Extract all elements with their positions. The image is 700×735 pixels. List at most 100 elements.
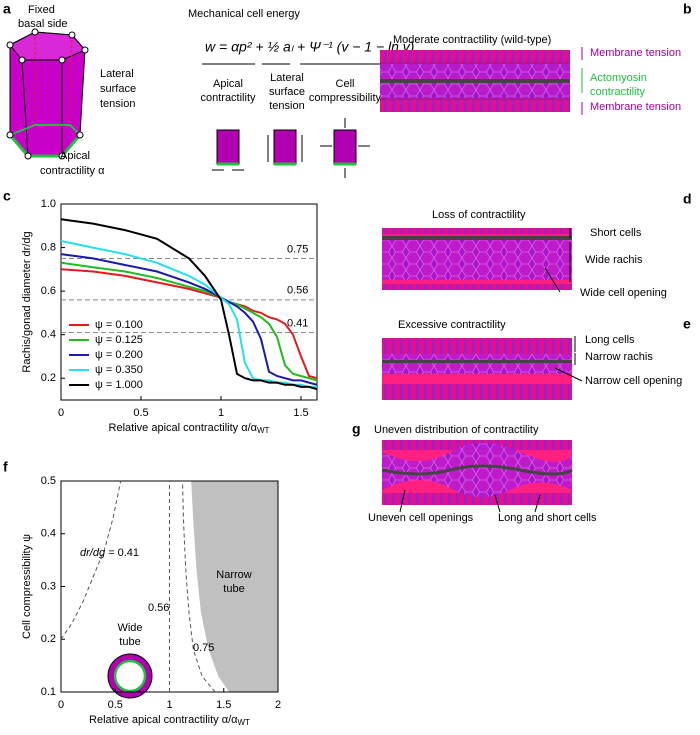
legend-label: ψ = 0.350 xyxy=(95,364,143,376)
label: Apical xyxy=(60,150,90,162)
label: contractility xyxy=(590,86,646,98)
label: Cell xyxy=(336,78,355,90)
label: surface xyxy=(269,86,305,98)
y-axis-label: Rachis/gonad diameter dr/dg xyxy=(21,231,33,372)
label: Membrane tension xyxy=(590,101,681,113)
region-label: Wide xyxy=(117,622,142,634)
tissue-e xyxy=(382,338,572,400)
contour-label: 0.75 xyxy=(193,642,214,654)
x-tick-label: 0.5 xyxy=(108,699,123,711)
tissue-title: Loss of contractility xyxy=(432,209,526,221)
series-line xyxy=(60,261,318,382)
label: Long and short cells xyxy=(498,512,597,524)
contour-label: dr/dg = 0.41 xyxy=(80,547,139,559)
label: contractility α xyxy=(40,165,105,177)
contour-level: 0.56 xyxy=(148,602,169,614)
x-axis-label-main: Relative apical contractility α/α xyxy=(109,422,258,434)
label: contractility xyxy=(200,92,256,104)
reference-label: 0.41 xyxy=(287,317,308,329)
prism xyxy=(6,28,89,160)
tissue-title: Moderate contractility (wild-type) xyxy=(393,34,551,46)
reference-label: 0.56 xyxy=(287,285,308,297)
label: tension xyxy=(269,100,304,112)
panel-label: f xyxy=(3,459,8,475)
series-line xyxy=(60,268,318,380)
region-label: Narrow xyxy=(216,569,252,581)
region xyxy=(191,481,278,692)
y-tick-label: 0.4 xyxy=(41,528,56,540)
series-line xyxy=(60,253,318,386)
tissue-b xyxy=(380,50,570,112)
label: Long cells xyxy=(585,334,635,346)
x-axis-label-sub: WT xyxy=(257,426,270,435)
label: Wide rachis xyxy=(585,254,643,266)
arrows xyxy=(544,228,571,293)
panel-label: d xyxy=(683,191,692,207)
x-tick-label: 1 xyxy=(166,699,172,711)
region-label: tube xyxy=(119,636,140,648)
x-tick-label: 2 xyxy=(275,699,281,711)
x-axis-label: Relative apical contractility α/αWT xyxy=(89,714,250,727)
y-tick-label: 0.1 xyxy=(41,686,56,698)
label: basal side xyxy=(18,18,68,30)
legend-label: ψ = 1.000 xyxy=(95,379,143,391)
label: Narrow rachis xyxy=(585,351,653,363)
equation: w = αp² + ½ aₗ + Ψ⁻¹ (v − 1 − ln v) xyxy=(205,39,414,55)
contour-level: 0.41 xyxy=(118,547,139,559)
tissue-d xyxy=(382,228,572,290)
label: Apical xyxy=(213,78,243,90)
x-tick-label: 1.5 xyxy=(216,699,231,711)
label: Short cells xyxy=(590,227,642,239)
contour-level: 0.75 xyxy=(193,642,214,654)
y-axis-label: Cell compressibility ψ xyxy=(21,534,33,639)
arrows xyxy=(399,489,541,513)
region-label: tube xyxy=(223,583,244,595)
x-tick-label: 1.5 xyxy=(293,407,308,419)
panel-label: b xyxy=(683,1,692,17)
x-axis-label-sub: WT xyxy=(238,718,251,727)
label: Membrane tension xyxy=(590,47,681,59)
y-tick-label: 0.6 xyxy=(41,285,56,297)
y-tick-label: 0.8 xyxy=(41,241,56,253)
plot-frame xyxy=(60,203,318,401)
x-tick-label: 1 xyxy=(218,407,224,419)
reference-label: 0.75 xyxy=(287,243,308,255)
cell-icons xyxy=(212,118,370,178)
arrows xyxy=(554,336,583,382)
legend-label: ψ = 0.125 xyxy=(95,334,143,346)
series-line xyxy=(60,218,318,391)
label: Wide cell opening xyxy=(580,287,667,299)
label: Mechanical cell energy xyxy=(188,8,300,20)
contour-prefix: dr/dg = xyxy=(80,547,118,559)
x-tick-label: 0 xyxy=(58,699,64,711)
panel-label: c xyxy=(3,188,11,204)
y-tick-label: 0.4 xyxy=(41,329,56,341)
y-tick-label: 0.2 xyxy=(41,372,56,384)
label: Lateral xyxy=(100,68,134,80)
label: compressibility xyxy=(309,92,382,104)
contour-line xyxy=(60,480,122,640)
label: Narrow cell opening xyxy=(585,375,682,387)
x-tick-label: 0.5 xyxy=(133,407,148,419)
label: Lateral xyxy=(270,72,304,84)
tissue-title: Excessive contractility xyxy=(398,319,506,331)
label: surface xyxy=(100,83,136,95)
contour-line xyxy=(182,480,216,693)
panel-label: a xyxy=(3,1,11,17)
tissue-g xyxy=(381,440,573,505)
panel-label: e xyxy=(683,316,691,332)
x-axis-label-main: Relative apical contractility α/α xyxy=(89,714,238,726)
x-axis-label: Relative apical contractility α/αWT xyxy=(109,422,270,435)
y-tick-label: 1.0 xyxy=(41,198,56,210)
label: tension xyxy=(100,98,135,110)
x-tick-label: 0 xyxy=(58,407,64,419)
charts: 0 0.5 1 1.5 0.2 0.4 0.6 0.8 1.0 Relative apical c… xyxy=(21,198,318,727)
legend-label: ψ = 0.200 xyxy=(95,349,143,361)
y-tick-label: 0.5 xyxy=(41,475,56,487)
legend-label: ψ = 0.100 xyxy=(95,319,143,331)
label: Actomyosin xyxy=(590,72,647,84)
y-tick-label: 0.2 xyxy=(41,633,56,645)
label: Uneven cell openings xyxy=(368,512,474,524)
panel-label: g xyxy=(352,421,361,437)
